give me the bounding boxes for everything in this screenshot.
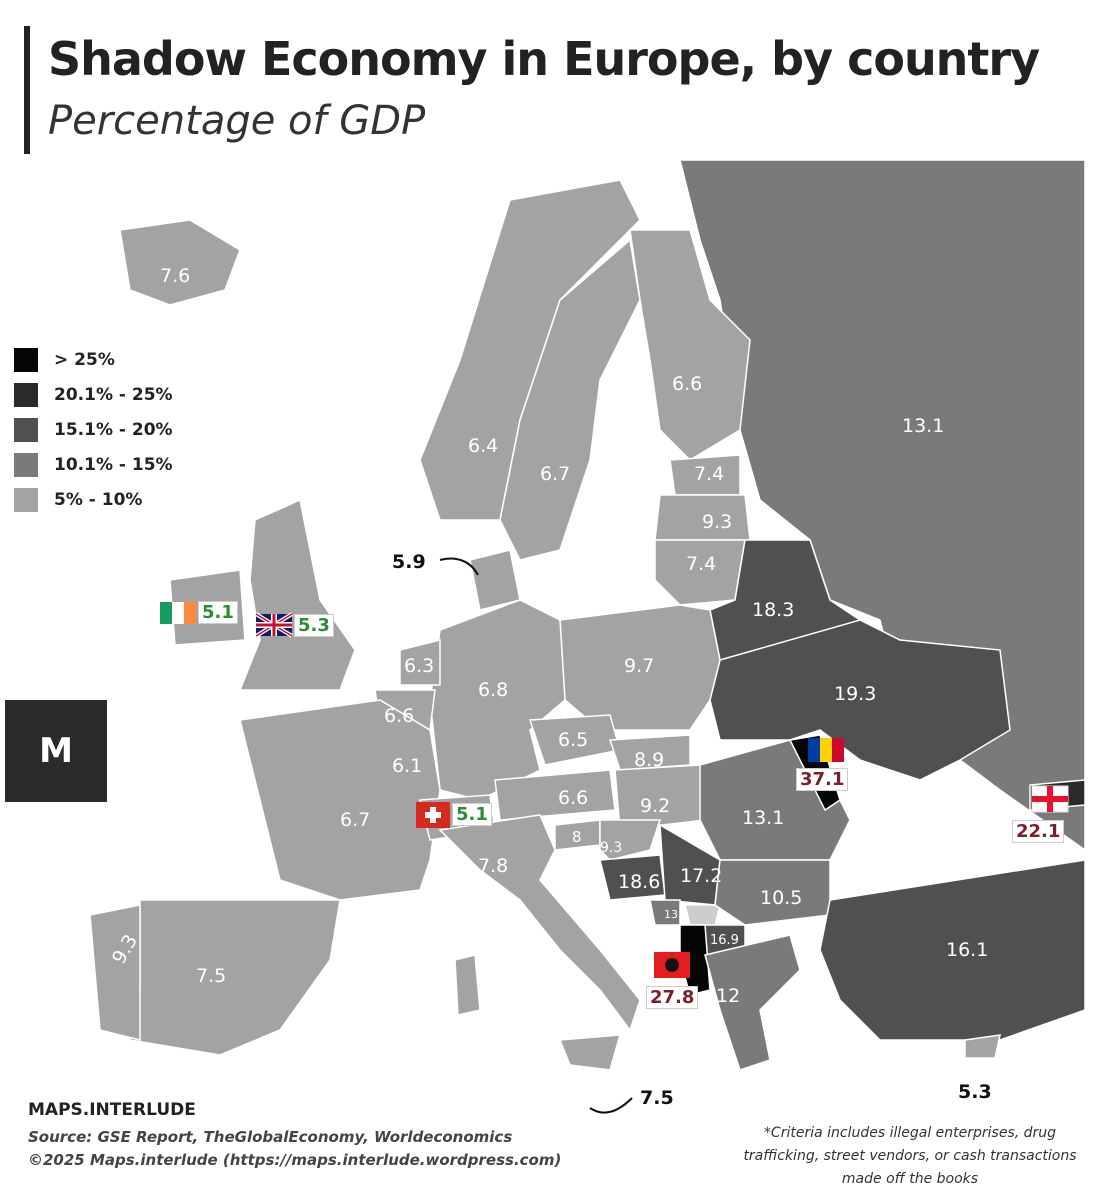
- brand-logo-icon: M: [5, 700, 107, 802]
- value-badge-switzerland: 5.1: [452, 803, 492, 826]
- value-label-poland: 9.7: [624, 655, 654, 677]
- ireland-flag: [160, 602, 196, 624]
- value-label-sweden: 6.7: [540, 463, 570, 485]
- region-austria: [494, 769, 616, 821]
- value-label-latvia: 9.3: [702, 511, 732, 533]
- value-label-spain: 7.5: [196, 965, 226, 987]
- map-legend: > 25% 20.1% - 25% 15.1% - 20% 10.1% - 15…: [14, 342, 173, 517]
- value-label-germany: 6.8: [478, 679, 508, 701]
- value-label-netherlands: 6.3: [404, 655, 434, 677]
- value-label-lithuania: 7.4: [686, 553, 716, 575]
- value-badge-georgia: 22.1: [1012, 820, 1065, 843]
- legend-label: 15.1% - 20%: [54, 419, 173, 440]
- value-label-norway: 6.4: [468, 435, 498, 457]
- value-label-denmark: 5.9: [392, 551, 426, 573]
- legend-swatch: [14, 382, 38, 407]
- value-label-malta: 7.5: [640, 1087, 674, 1109]
- title-accent-bar: [24, 26, 30, 154]
- criteria-note: *Criteria includes illegal enterprises, …: [743, 1125, 1077, 1187]
- value-label-iceland: 7.6: [160, 265, 190, 287]
- region-lithuania: [654, 539, 746, 606]
- moldova-flag: [808, 738, 844, 762]
- legend-item: > 25%: [14, 342, 173, 377]
- value-badge-albania: 27.8: [646, 986, 699, 1009]
- region-sicily: [558, 1034, 622, 1071]
- legend-swatch: [14, 347, 38, 372]
- region-netherlands: [399, 639, 441, 686]
- value-label-bulgaria: 10.5: [760, 887, 802, 909]
- region-finland: [629, 229, 751, 461]
- uk-flag: [254, 612, 294, 638]
- region-iceland: [119, 219, 241, 306]
- value-label-italy: 7.8: [478, 855, 508, 877]
- swiss-flag: [416, 802, 450, 828]
- value-label-france: 6.7: [340, 809, 370, 831]
- legend-item: 20.1% - 25%: [14, 377, 173, 412]
- region-sardinia: [454, 954, 481, 1016]
- value-label-luxembourg: 6.1: [392, 755, 422, 777]
- source-line: Source: GSE Report, TheGlobalEconomy, Wo…: [28, 1128, 513, 1146]
- page-title: Shadow Economy in Europe, by country: [48, 32, 1040, 86]
- value-label-montenegro: 13.6: [664, 908, 689, 921]
- legend-item: 5% - 10%: [14, 482, 173, 517]
- value-label-cyprus: 5.3: [958, 1081, 992, 1103]
- page-subtitle: Percentage of GDP: [48, 98, 426, 144]
- region-portugal: [89, 904, 141, 1041]
- region-poland: [559, 604, 721, 731]
- value-label-greece: 12: [716, 985, 740, 1007]
- value-label-serbia: 17.2: [680, 865, 722, 887]
- region-croatia: [599, 819, 662, 861]
- value-label-finland: 6.6: [672, 373, 702, 395]
- legend-label: 5% - 10%: [54, 489, 143, 510]
- value-badge-uk: 5.3: [294, 614, 334, 637]
- malta-arrow: [589, 1097, 633, 1114]
- value-label-north-macedonia: 16.9: [710, 933, 739, 948]
- value-label-czechia: 6.5: [558, 729, 588, 751]
- denmark-arrow: [439, 557, 479, 576]
- region-germany: [429, 599, 566, 801]
- footer-source: Source: GSE Report, TheGlobalEconomy, Wo…: [28, 1126, 561, 1172]
- value-label-hungary: 9.2: [640, 795, 670, 817]
- value-badge-moldova: 37.1: [796, 768, 849, 791]
- value-label-turkey: 16.1: [946, 939, 988, 961]
- footer-brand: MAPS.INTERLUDE: [28, 1100, 196, 1120]
- region-sweden: [499, 238, 641, 561]
- georgia-flag: [1031, 785, 1069, 813]
- region-uk: [238, 498, 356, 691]
- region-denmark: [469, 549, 521, 611]
- value-label-slovenia: 8: [572, 828, 582, 846]
- region-turkey: [819, 859, 1086, 1041]
- value-label-ukraine: 19.3: [834, 683, 876, 705]
- value-label-estonia: 7.4: [694, 463, 724, 485]
- region-france: [239, 699, 441, 901]
- value-label-belarus: 18.3: [752, 599, 794, 621]
- copyright-line: ©2025 Maps.interlude (https://maps.inter…: [28, 1151, 562, 1169]
- value-label-belgium: 6.6: [384, 705, 414, 727]
- region-cyprus: [964, 1034, 1001, 1059]
- region-kosovo: [684, 904, 721, 926]
- albania-flag: [654, 952, 690, 978]
- legend-label: 10.1% - 15%: [54, 454, 173, 475]
- region-spain: [129, 899, 341, 1056]
- legend-label: > 25%: [54, 349, 115, 370]
- legend-swatch: [14, 487, 38, 512]
- region-ukraine: [709, 619, 1011, 781]
- value-badge-ireland: 5.1: [198, 601, 238, 624]
- value-label-slovakia: 8.9: [634, 749, 664, 771]
- region-greece: [704, 934, 801, 1071]
- legend-label: 20.1% - 25%: [54, 384, 173, 405]
- region-bulgaria: [714, 859, 831, 926]
- legend-swatch: [14, 452, 38, 477]
- value-label-romania: 13.1: [742, 807, 784, 829]
- value-label-croatia: 9.3: [600, 840, 622, 856]
- legend-swatch: [14, 417, 38, 442]
- value-label-austria: 6.6: [558, 787, 588, 809]
- legend-item: 15.1% - 20%: [14, 412, 173, 447]
- value-label-bosnia: 18.6: [618, 871, 660, 893]
- value-label-russia: 13.1: [902, 415, 944, 437]
- region-italy: [438, 814, 641, 1032]
- legend-item: 10.1% - 15%: [14, 447, 173, 482]
